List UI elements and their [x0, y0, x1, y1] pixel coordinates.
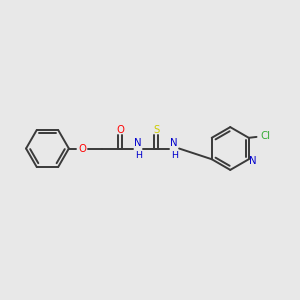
- Text: S: S: [153, 125, 159, 135]
- Text: H: H: [135, 151, 142, 160]
- Text: N: N: [134, 139, 142, 148]
- Text: O: O: [78, 143, 86, 154]
- Text: O: O: [116, 125, 124, 135]
- Text: Cl: Cl: [260, 131, 270, 141]
- Text: N: N: [248, 156, 256, 166]
- Text: H: H: [171, 151, 178, 160]
- Text: N: N: [170, 139, 178, 148]
